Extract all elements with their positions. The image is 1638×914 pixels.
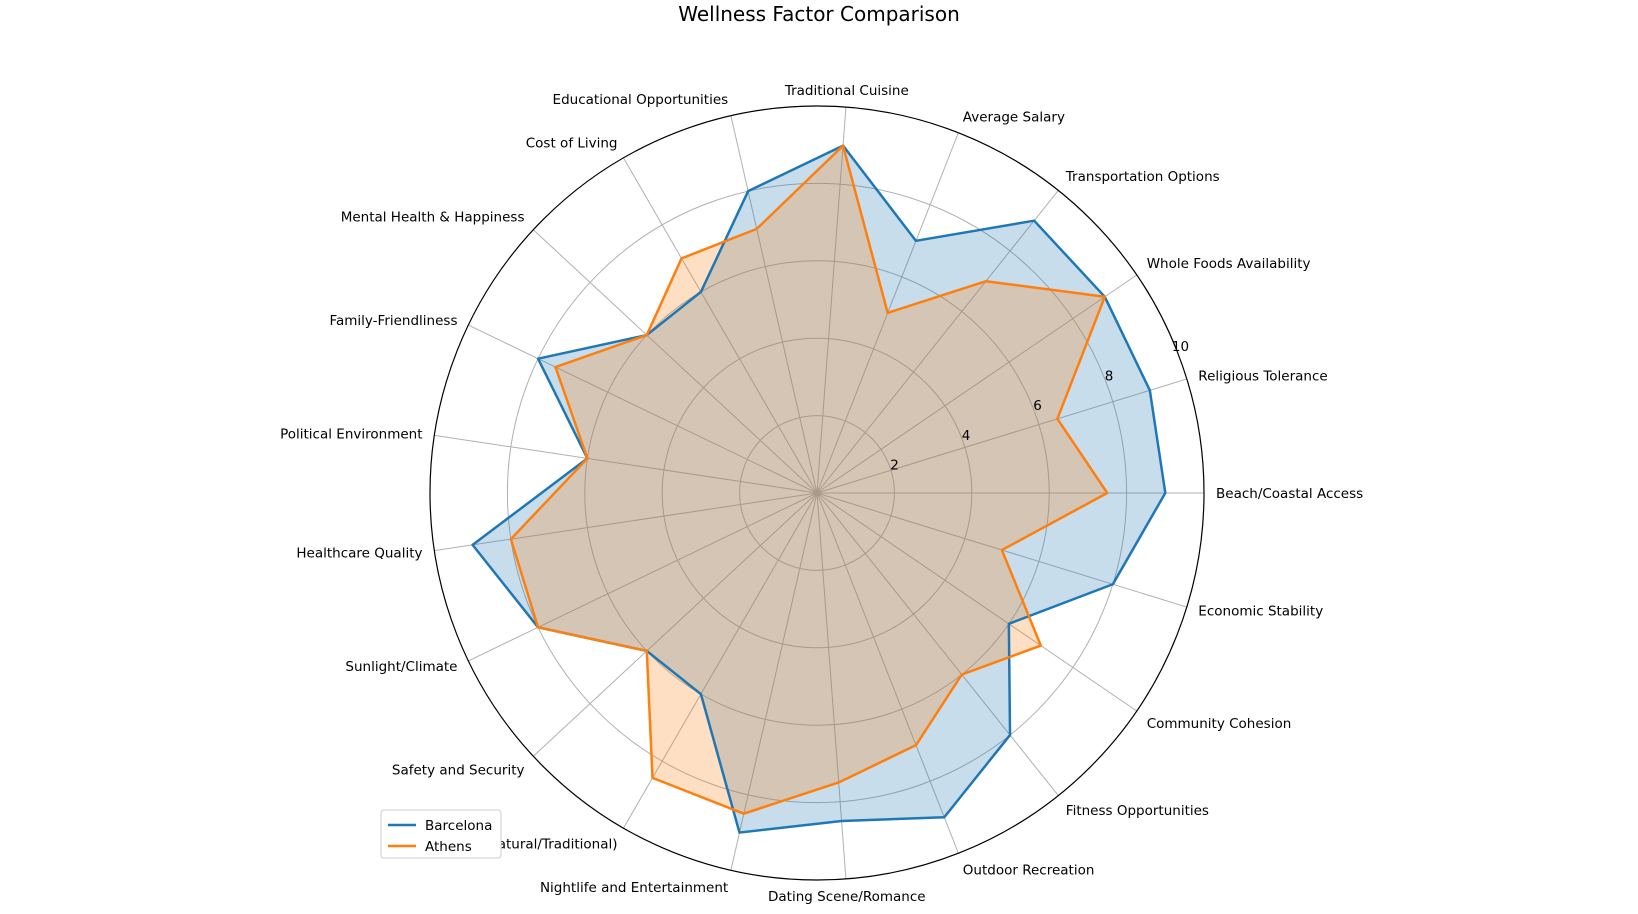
tick-label-10: 10: [1172, 339, 1189, 355]
spoke-political-environment: [434, 434, 818, 494]
series-line-barcelona: [471, 144, 1167, 834]
series-area-barcelona: [472, 145, 1166, 833]
legend-label-athens: Athens: [425, 839, 472, 855]
category-label-nightlife-and-entertainment: Nightlife and Entertainment: [540, 880, 728, 896]
category-label-safety-and-security: Safety and Security: [392, 762, 525, 778]
series-line-athens: [509, 144, 1109, 815]
spoke-cost-of-living: [623, 157, 818, 494]
spoke-educational-opportunities: [730, 115, 818, 494]
category-label-traditional-cuisine: Traditional Cuisine: [784, 83, 909, 99]
legend-label-barcelona: Barcelona: [425, 818, 492, 834]
category-label-healthcare-quality: Healthcare Quality: [296, 546, 422, 562]
category-label-dating-scene-romance: Dating Scene/Romance: [768, 889, 926, 905]
category-label-mental-health-happiness: Mental Health & Happiness: [341, 210, 525, 226]
spoke-nightlife-and-entertainment: [730, 492, 818, 871]
category-label-whole-foods-availability: Whole Foods Availability: [1147, 256, 1311, 272]
tick-label-2: 2: [890, 457, 899, 473]
spoke-outdoor-recreation: [816, 492, 959, 854]
chart-title: Wellness Factor Comparison: [678, 2, 960, 26]
spoke-family-friendliness: [468, 324, 818, 494]
spoke-whole-foods-availability: [816, 274, 1138, 494]
tick-label-4: 4: [962, 428, 971, 444]
spoke-healthcare-quality: [434, 492, 818, 552]
spoke-mental-health-happiness: [532, 229, 818, 494]
category-label-educational-opportunities: Educational Opportunities: [553, 92, 729, 108]
series-layer: [471, 144, 1167, 834]
spoke-community-cohesion: [816, 492, 1138, 712]
category-label-sunlight-climate: Sunlight/Climate: [345, 659, 457, 675]
category-label-family-friendliness: Family-Friendliness: [329, 313, 457, 329]
spoke-dating-scene-romance: [816, 492, 847, 879]
legend: Barcelona Athens: [380, 809, 502, 859]
category-label-transportation-options: Transportation Options: [1065, 169, 1220, 185]
category-label-fitness-opportunities: Fitness Opportunities: [1066, 803, 1209, 819]
category-label-outdoor-recreation: Outdoor Recreation: [963, 862, 1095, 878]
spoke-food-quality-natural-traditional: [623, 492, 818, 829]
radial-tick-labels: 2 4 6 8 10: [890, 339, 1189, 474]
spoke-fitness-opportunities: [816, 492, 1059, 796]
polar-grid: [429, 105, 1205, 881]
spoke-traditional-cuisine: [816, 107, 847, 494]
category-label-average-salary: Average Salary: [963, 110, 1065, 126]
spoke-safety-and-security: [532, 492, 818, 757]
tick-label-6: 6: [1033, 398, 1042, 414]
category-label-economic-stability: Economic Stability: [1198, 604, 1323, 620]
spoke-sunlight-climate: [468, 492, 818, 662]
tick-label-8: 8: [1105, 369, 1114, 385]
spoke-transportation-options: [816, 190, 1059, 494]
category-label-beach-coastal-access: Beach/Coastal Access: [1216, 486, 1363, 502]
spoke-religious-tolerance: [816, 378, 1187, 494]
category-label-cost-of-living: Cost of Living: [526, 136, 618, 152]
category-label-political-environment: Political Environment: [280, 427, 422, 443]
category-label-community-cohesion: Community Cohesion: [1147, 716, 1292, 732]
category-label-religious-tolerance: Religious Tolerance: [1198, 368, 1327, 384]
series-area-athens: [510, 145, 1108, 814]
outer-ring: [429, 105, 1205, 881]
